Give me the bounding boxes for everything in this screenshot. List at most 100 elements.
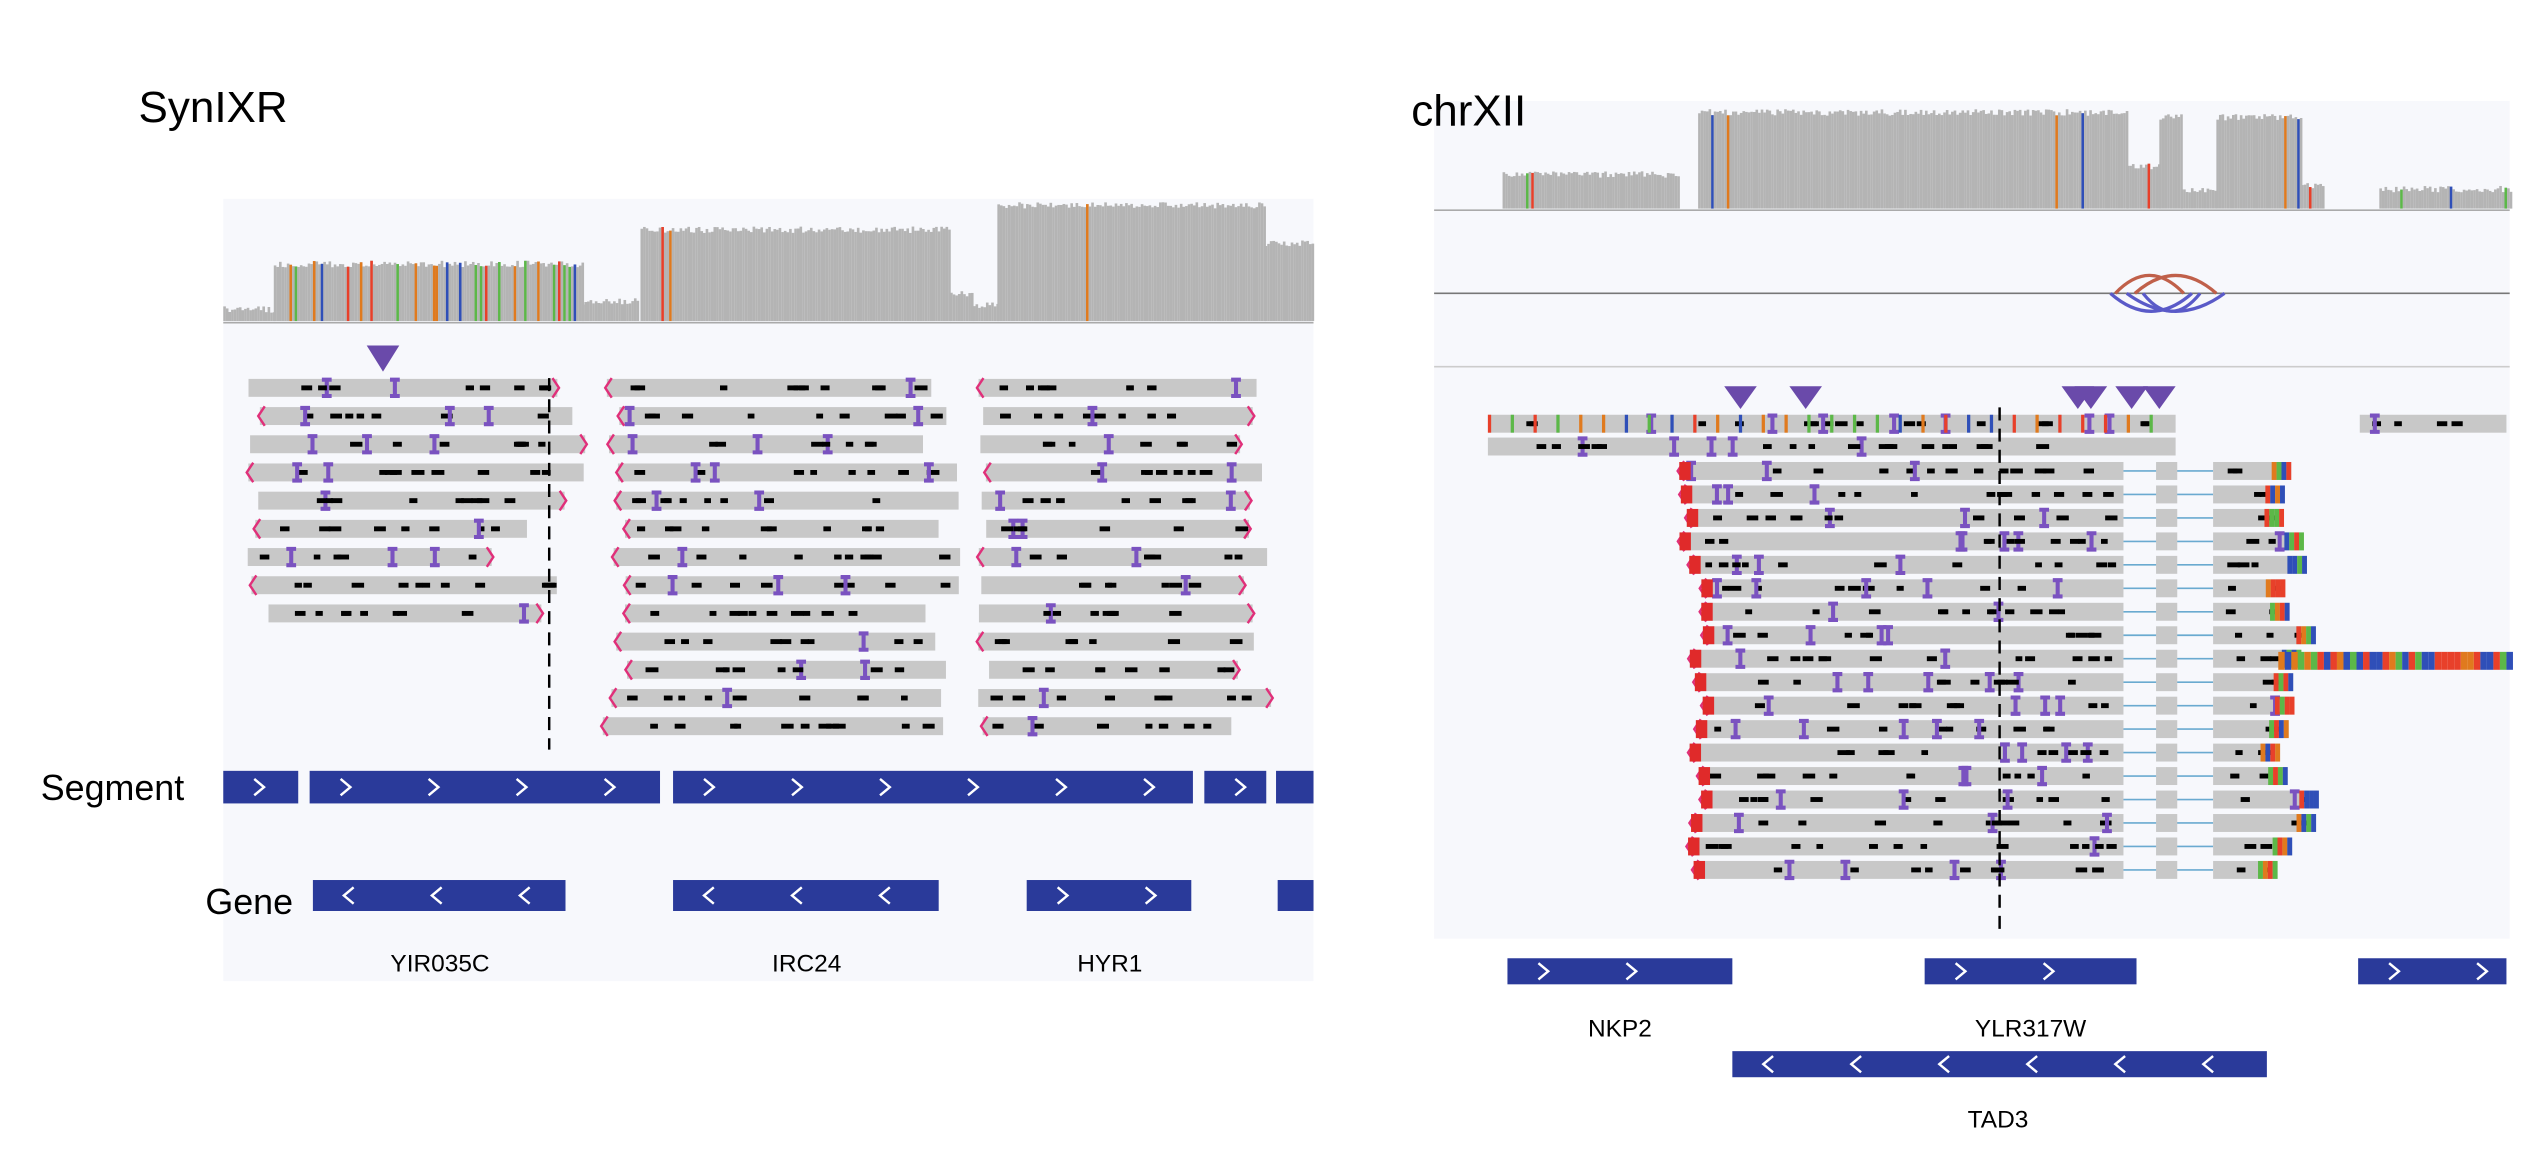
insertion	[307, 434, 318, 455]
insertion	[1231, 377, 1241, 399]
clip	[1246, 602, 1256, 624]
mismatch	[1996, 844, 2009, 849]
soft-clip	[2287, 837, 2293, 856]
mismatch	[1826, 726, 1840, 732]
coverage-bar	[2418, 191, 2422, 209]
read	[250, 435, 586, 454]
mismatch	[409, 498, 418, 504]
mismatch	[1176, 441, 1186, 447]
mismatch	[821, 610, 834, 616]
variant	[2297, 119, 2300, 209]
coverage-bar	[786, 232, 790, 322]
mismatch	[2291, 820, 2301, 826]
coverage-bar	[1953, 110, 1957, 209]
coverage-bar	[1114, 203, 1118, 322]
coverage-bar	[404, 265, 407, 322]
mismatch	[1733, 632, 1746, 638]
coverage-bar	[729, 231, 732, 322]
coverage-bar	[1612, 176, 1615, 209]
coverage-bar	[1599, 177, 1602, 209]
coverage-bar	[955, 295, 958, 322]
coverage-bar	[1007, 204, 1011, 322]
coverage-bar	[526, 260, 530, 322]
coverage-bar	[760, 227, 764, 322]
coverage-bar	[1745, 111, 1748, 209]
mismatch	[1705, 538, 1715, 544]
insertion	[292, 462, 303, 483]
mismatch	[461, 610, 474, 616]
insertion	[2089, 836, 2100, 857]
coverage-bar	[856, 227, 860, 322]
coverage-bar	[1143, 205, 1146, 322]
mismatch	[2266, 632, 2274, 638]
coverage-bar	[1018, 202, 1021, 322]
coverage-bar	[1303, 241, 1307, 322]
coverage-bar	[1512, 176, 1516, 209]
insertion	[1097, 462, 1108, 483]
coverage-bar	[2070, 111, 2074, 209]
mismatch	[790, 610, 804, 616]
mismatch	[1762, 773, 1776, 779]
coverage-bar	[1737, 114, 1740, 209]
mismatch	[862, 526, 871, 532]
gene-label: HYR1	[1077, 950, 1142, 977]
coverage-bar	[2164, 115, 2168, 209]
coverage-bar	[789, 228, 792, 322]
coverage-bar	[972, 306, 976, 322]
insertion	[1727, 436, 1738, 457]
mismatch	[2451, 421, 2463, 427]
coverage-bar	[2226, 116, 2230, 209]
exon-read	[2156, 602, 2178, 621]
mismatch	[1126, 385, 1134, 391]
strand	[703, 778, 716, 797]
insertion	[651, 490, 662, 511]
coverage-bar	[1539, 172, 1542, 209]
insertion	[2102, 812, 2112, 834]
panel-title: chrXII	[1411, 86, 1526, 135]
mismatch	[1999, 468, 2009, 474]
coverage-bar	[419, 262, 423, 322]
coverage-bar	[375, 266, 379, 322]
clip-end	[1701, 602, 1713, 621]
variant	[359, 262, 363, 322]
coverage-bar	[1578, 174, 1581, 209]
coverage-bar	[2499, 185, 2502, 209]
mismatch	[719, 385, 728, 391]
read	[1691, 814, 2124, 832]
coverage-bar	[1293, 244, 1296, 322]
coverage-bar	[1919, 109, 1923, 209]
insertion	[1840, 859, 1851, 881]
mismatch	[1000, 413, 1011, 419]
mismatch	[1203, 723, 1212, 729]
mismatch	[440, 582, 450, 588]
gene-label: YLR317W	[1975, 1015, 2086, 1042]
soft-clip	[2277, 837, 2283, 856]
coverage-bar	[2188, 192, 2191, 209]
clip-end	[1694, 673, 1707, 692]
coverage-bar	[1026, 204, 1029, 322]
mismatch	[803, 610, 811, 616]
mismatch	[1145, 470, 1152, 475]
insertion	[2002, 789, 2013, 810]
insertion	[1767, 413, 1778, 434]
mismatch	[632, 498, 641, 504]
mismatch	[1227, 695, 1236, 701]
coverage-bar	[1013, 205, 1016, 322]
coverage-bar	[2097, 114, 2100, 209]
clip-end	[1693, 860, 1706, 879]
mismatch	[2106, 844, 2117, 849]
read	[981, 491, 1250, 510]
variant	[1579, 414, 1583, 433]
mismatch	[1739, 797, 1749, 802]
mismatch	[2027, 773, 2035, 779]
panel-title: SynIXR	[139, 83, 288, 132]
mismatch	[875, 526, 885, 532]
mismatch	[884, 413, 898, 419]
variant	[2460, 651, 2468, 670]
coverage-bar	[1125, 203, 1128, 322]
insertion	[995, 490, 1006, 511]
coverage-bar	[560, 261, 564, 322]
coverage-bar	[2314, 183, 2317, 209]
coverage-bar	[916, 230, 920, 322]
variant	[2336, 651, 2344, 670]
